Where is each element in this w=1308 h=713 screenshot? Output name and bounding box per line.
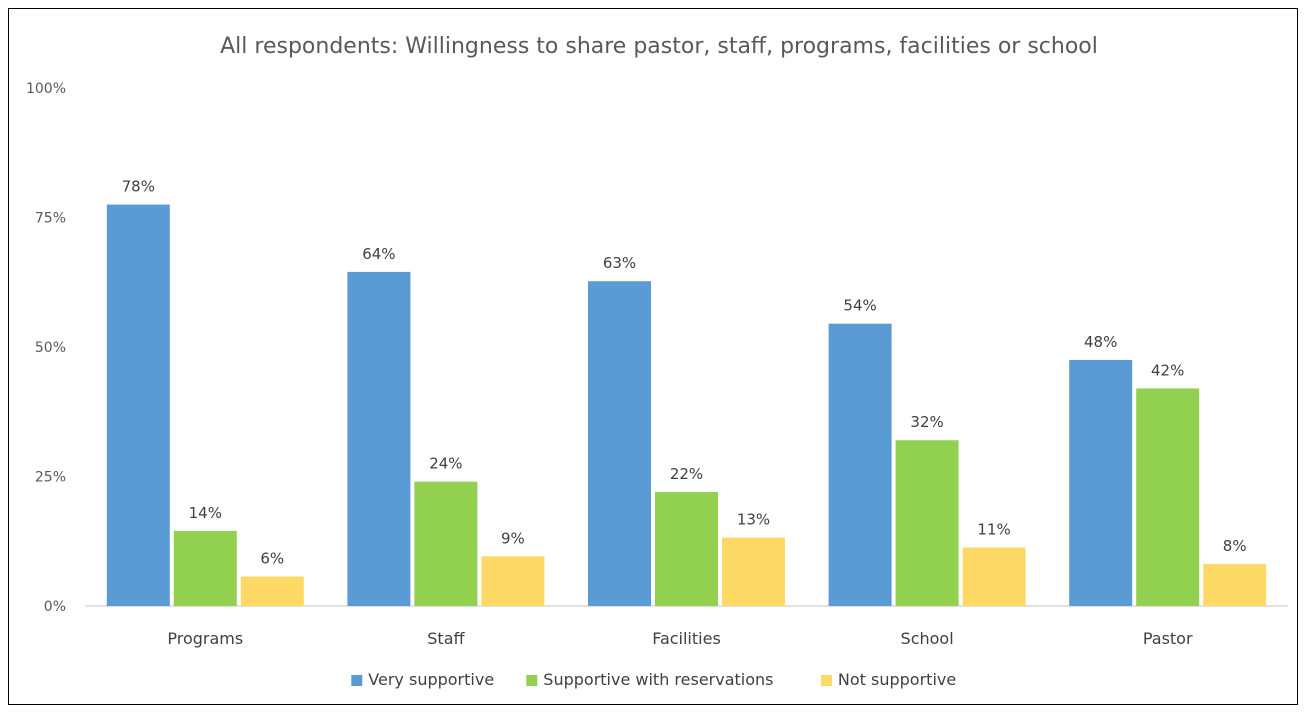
bar-value-label: 11% [977, 520, 1010, 538]
bar-pastor-3 [1203, 564, 1267, 606]
bar-programs-1 [106, 204, 170, 607]
bar-school-3 [962, 547, 1026, 606]
x-tick-label: Programs [167, 629, 243, 648]
bar-staff-1 [347, 271, 411, 606]
bar-value-label: 24% [429, 455, 462, 473]
x-tick-label: Pastor [1143, 629, 1193, 648]
bar-labels: 78% 14% 6% 64% 24% 9% 63% 22% 13% 54% 32% 11% 48% 42%… [122, 178, 1247, 568]
bars [106, 204, 1267, 607]
legend-swatch [351, 675, 363, 686]
bar-school-1 [828, 323, 892, 606]
bar-facilities-1 [588, 281, 651, 606]
bar-value-label: 42% [1151, 361, 1184, 379]
chart-title: All respondents: Willingness to share pa… [220, 34, 1098, 59]
legend-label: Very supportive [368, 670, 494, 689]
bar-value-label: 64% [362, 245, 395, 263]
x-axis: Programs Staff Facilities School Pastor [167, 629, 1193, 648]
bar-value-label: 13% [737, 511, 770, 529]
bar-facilities-3 [722, 537, 785, 606]
y-tick-label: 50% [35, 340, 66, 356]
bar-value-label: 22% [670, 465, 703, 483]
legend: Very supportive Supportive with reservati… [351, 670, 956, 689]
bar-value-label: 9% [501, 529, 525, 547]
bar-value-label: 63% [603, 254, 636, 272]
bar-pastor-2 [1136, 388, 1200, 606]
bar-value-label: 48% [1084, 333, 1117, 351]
y-tick-label: 0% [44, 599, 66, 615]
bar-pastor-1 [1069, 359, 1133, 606]
x-tick-label: Facilities [652, 629, 721, 648]
bar-value-label: 14% [189, 504, 222, 522]
y-tick-label: 25% [35, 470, 66, 486]
legend-swatch [526, 675, 538, 686]
bar-school-2 [895, 440, 959, 606]
bar-value-label: 54% [843, 297, 876, 315]
y-tick-label: 75% [35, 211, 66, 227]
x-tick-label: School [901, 629, 954, 648]
bar-value-label: 6% [260, 549, 284, 567]
y-tick-label: 100% [26, 81, 66, 97]
y-axis: 0% 25% 50% 75% 100% [26, 81, 66, 615]
legend-label: Supportive with reservations [543, 670, 773, 689]
bar-programs-2 [173, 530, 237, 606]
bar-value-label: 8% [1223, 537, 1247, 555]
x-tick-label: Staff [427, 629, 465, 648]
bar-facilities-2 [655, 492, 718, 606]
bar-value-label: 32% [910, 413, 943, 431]
bar-programs-3 [240, 576, 304, 606]
bar-value-label: 78% [122, 178, 155, 196]
legend-swatch [820, 675, 832, 686]
bar-staff-3 [481, 556, 545, 606]
bar-staff-2 [414, 481, 478, 606]
legend-label: Not supportive [838, 670, 956, 689]
